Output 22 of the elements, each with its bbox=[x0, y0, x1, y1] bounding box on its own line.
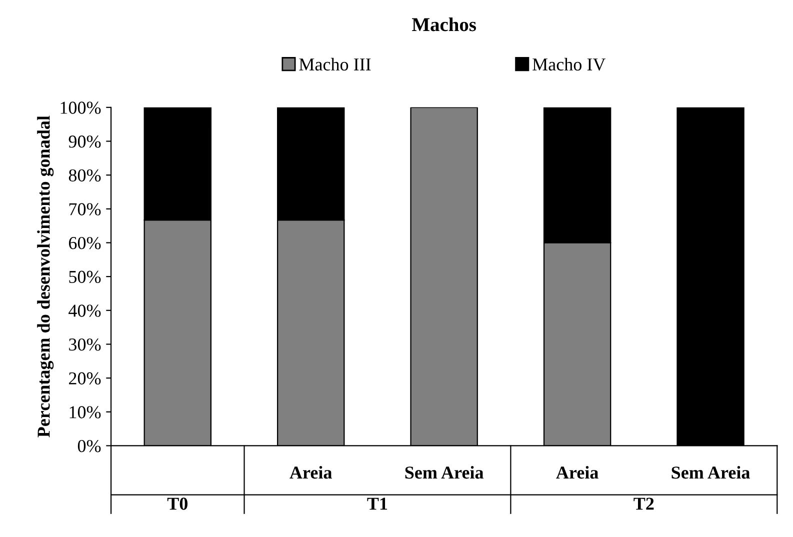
y-tick-label: 50% bbox=[69, 270, 101, 284]
legend-label: Macho III bbox=[299, 58, 371, 71]
y-tick-label: 100% bbox=[60, 102, 101, 114]
y-tick-label: 0% bbox=[78, 440, 101, 452]
y-tick-label: 40% bbox=[68, 304, 101, 317]
chart-title: Machos bbox=[412, 18, 476, 32]
y-axis-title: Percentagem do desenvolvimento gonadal bbox=[37, 116, 54, 438]
text: T0 bbox=[167, 498, 188, 510]
x-tick-label: Areia bbox=[290, 466, 332, 479]
y-tick-label: 10% bbox=[70, 406, 101, 418]
x-tick-label: Sem Areia bbox=[672, 466, 750, 479]
y-tick-label: 20% bbox=[68, 372, 101, 385]
legend-label: Macho IV bbox=[532, 58, 606, 71]
y-tick-label: 60% bbox=[68, 236, 101, 250]
x-tick-label: Sem Areia bbox=[405, 466, 484, 479]
y-tick-label: 90% bbox=[68, 135, 101, 148]
y-tick-label: 30% bbox=[69, 338, 101, 351]
x-tick-label: Areia bbox=[556, 466, 598, 479]
text: T2 bbox=[634, 498, 654, 510]
y-tick-label: 70% bbox=[69, 203, 101, 216]
y-tick-label: 80% bbox=[68, 169, 101, 182]
text: T1 bbox=[367, 498, 388, 510]
